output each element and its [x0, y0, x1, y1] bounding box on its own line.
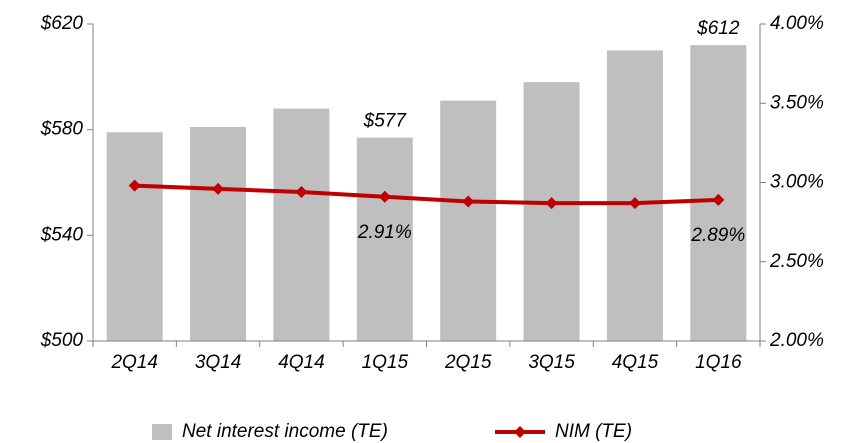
- bar: [606, 50, 663, 342]
- legend-marker: [514, 426, 526, 438]
- line-marker: [628, 197, 641, 210]
- line-value-label: 2.89%: [690, 225, 745, 246]
- line-marker: [295, 186, 308, 199]
- bar: [690, 45, 747, 342]
- line-marker: [545, 197, 558, 210]
- y2-tick-label: 2.50%: [769, 251, 824, 272]
- line-marker: [128, 179, 141, 192]
- y-tick-label: $540: [40, 224, 84, 245]
- line-value-label: 2.91%: [357, 222, 412, 243]
- y2-tick-label: 3.00%: [770, 172, 824, 193]
- bar: [190, 127, 247, 342]
- bar-value-label: $612: [696, 18, 740, 39]
- x-tick-label: 1Q16: [695, 352, 742, 373]
- x-tick-label: 4Q14: [278, 352, 324, 373]
- legend-swatch: [152, 424, 172, 440]
- legend-label: NIM (TE): [555, 421, 632, 442]
- legend-label: Net interest income (TE): [182, 421, 388, 442]
- x-tick-label: 1Q15: [362, 352, 409, 373]
- y2-tick-label: 4.00%: [770, 13, 824, 34]
- bar: [356, 137, 413, 341]
- bar: [440, 100, 497, 341]
- bar: [106, 132, 163, 341]
- line-marker: [212, 182, 225, 195]
- x-tick-label: 2Q15: [444, 352, 492, 373]
- y2-tick-label: 2.00%: [769, 330, 824, 351]
- y2-tick-label: 3.50%: [770, 92, 824, 113]
- bar: [523, 82, 580, 341]
- y-tick-label: $580: [40, 119, 84, 140]
- x-tick-label: 3Q14: [195, 352, 241, 373]
- bar: [273, 108, 330, 342]
- y-tick-label: $620: [40, 13, 84, 34]
- y-tick-label: $500: [40, 330, 84, 351]
- bar-value-label: $577: [363, 111, 408, 132]
- x-tick-label: 3Q15: [528, 352, 575, 373]
- x-tick-label: 2Q14: [110, 352, 157, 373]
- line-marker: [378, 190, 391, 203]
- line-marker: [462, 195, 475, 208]
- line: [134, 183, 719, 206]
- x-tick-label: 4Q15: [612, 352, 659, 373]
- line-marker: [712, 193, 725, 206]
